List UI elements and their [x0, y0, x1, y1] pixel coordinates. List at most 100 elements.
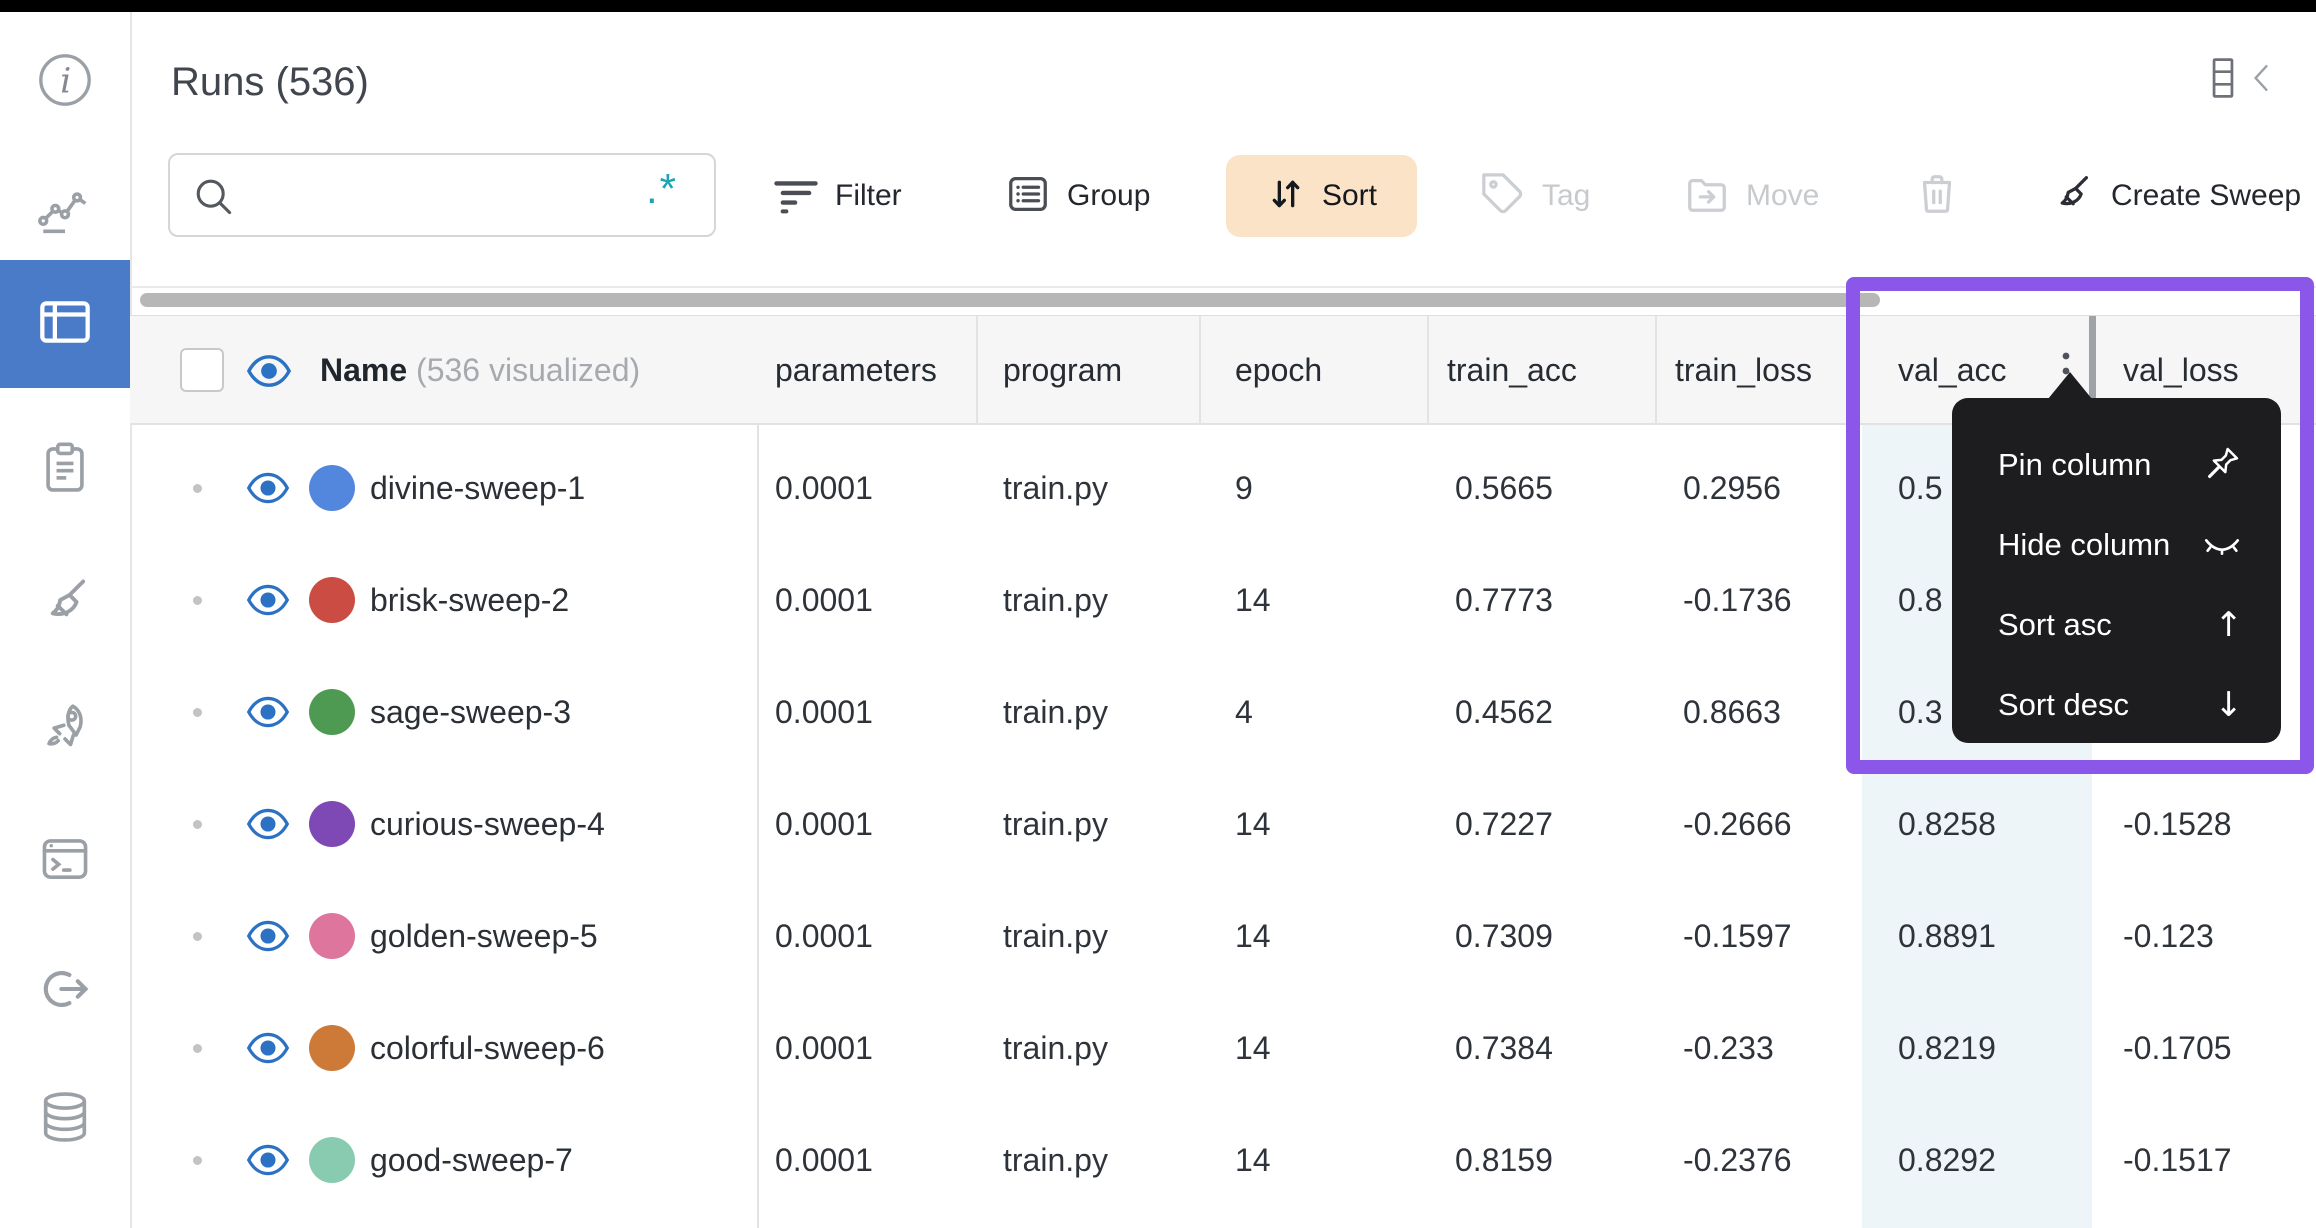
cell-train-loss: -0.2666: [1683, 806, 1792, 842]
cell-program: train.py: [1003, 470, 1108, 506]
cell-val-acc: 0.5: [1898, 470, 1943, 506]
column-header-train-loss[interactable]: train_loss: [1675, 352, 1812, 388]
column-settings-icon[interactable]: [2212, 58, 2234, 103]
table-header: Name (536 visualized) parameters program…: [130, 315, 2316, 425]
menu-item-pin-column[interactable]: Pin column: [1952, 425, 2281, 505]
menu-item-sort-desc[interactable]: Sort desc ↓: [1998, 685, 2243, 725]
regex-toggle-icon[interactable]: .*: [645, 165, 678, 212]
sidebar-item-sweeps[interactable]: [0, 546, 130, 658]
run-name[interactable]: brisk-sweep-2: [370, 582, 570, 618]
table-row[interactable]: good-sweep-7 0.0001 train.py 14 0.8159 -0.237…: [0, 1104, 2316, 1216]
column-header-name[interactable]: Name (536 visualized): [320, 352, 641, 388]
run-name[interactable]: good-sweep-7: [370, 1142, 573, 1178]
select-all-checkbox[interactable]: [180, 348, 224, 392]
eye-icon[interactable]: [246, 690, 290, 739]
filter-button[interactable]: Filter: [773, 154, 902, 238]
column-header-parameters[interactable]: parameters: [775, 352, 937, 388]
sidebar-item-artifacts[interactable]: [0, 1061, 130, 1173]
eye-icon[interactable]: [246, 1026, 290, 1075]
create-sweep-button[interactable]: Create Sweep: [2049, 154, 2301, 238]
column-header-program[interactable]: program: [1003, 352, 1123, 388]
row-drag-handle[interactable]: [193, 484, 202, 493]
sort-button[interactable]: Sort: [1226, 155, 1417, 237]
cell-program: train.py: [1003, 1030, 1108, 1066]
search-icon: [192, 175, 236, 224]
eye-icon[interactable]: [246, 348, 292, 399]
run-name[interactable]: sage-sweep-3: [370, 694, 571, 730]
table-row[interactable]: golden-sweep-5 0.0001 train.py 14 0.7309 -0.1…: [0, 880, 2316, 992]
eye-icon[interactable]: [246, 578, 290, 627]
column-resize-handle[interactable]: [2089, 316, 2096, 424]
cell-val-loss: -0.1517: [2123, 1142, 2232, 1178]
cell-val-acc: 0.3: [1898, 694, 1943, 730]
row-drag-handle[interactable]: [193, 708, 202, 717]
column-header-epoch[interactable]: epoch: [1235, 352, 1323, 388]
cell-epoch: 14: [1235, 806, 1271, 842]
search-input[interactable]: [240, 161, 634, 229]
run-color-dot: [309, 689, 355, 735]
sidebar-item-artifacts-lineage[interactable]: [0, 933, 130, 1045]
row-drag-handle[interactable]: [193, 932, 202, 941]
run-name[interactable]: divine-sweep-1: [370, 470, 586, 506]
rocket-icon: [36, 695, 94, 753]
cell-val-acc: 0.8292: [1898, 1142, 1996, 1178]
row-drag-handle[interactable]: [193, 1156, 202, 1165]
cell-epoch: 4: [1235, 694, 1253, 730]
cell-program: train.py: [1003, 582, 1108, 618]
run-color-dot: [309, 465, 355, 511]
collapse-panel-chevron-icon[interactable]: [2252, 64, 2270, 97]
run-color-dot: [309, 913, 355, 959]
eye-icon[interactable]: [246, 1138, 290, 1187]
horizontal-scrollbar[interactable]: [140, 293, 1880, 307]
column-header-train-acc[interactable]: train_acc: [1447, 352, 1577, 388]
annotation-highlight-box: [1846, 277, 2314, 774]
table-row[interactable]: curious-sweep-4 0.0001 train.py 14 0.7227 -0.…: [0, 768, 2316, 880]
table-row[interactable]: brisk-sweep-2 0.0001 train.py 14 0.7773 -0.17…: [0, 544, 2316, 656]
column-header-val-acc[interactable]: val_acc: [1898, 352, 2007, 388]
cell-val-acc: 0.8219: [1898, 1030, 1996, 1066]
sidebar-item-runs-table[interactable]: [0, 260, 130, 388]
cell-program: train.py: [1003, 1142, 1108, 1178]
group-icon: [1005, 171, 1051, 222]
terminal-icon: [36, 830, 94, 888]
sidebar-item-jobs[interactable]: [0, 411, 130, 523]
run-name[interactable]: golden-sweep-5: [370, 918, 598, 954]
trash-icon: [1914, 171, 1960, 222]
menu-item-hide-column[interactable]: Hide column: [1952, 505, 2281, 585]
cell-parameters: 0.0001: [775, 1142, 873, 1178]
cell-train-loss: -0.1736: [1683, 582, 1792, 618]
cell-program: train.py: [1003, 806, 1108, 842]
cell-epoch: 14: [1235, 918, 1271, 954]
eye-icon[interactable]: [246, 466, 290, 515]
cell-train-loss: -0.1597: [1683, 918, 1792, 954]
sidebar-item-logs[interactable]: [0, 803, 130, 915]
cell-train-acc: 0.8159: [1455, 1142, 1553, 1178]
cell-val-loss: -0.1705: [2123, 1030, 2232, 1066]
sidebar-item-launch[interactable]: [0, 668, 130, 780]
row-drag-handle[interactable]: [193, 1044, 202, 1053]
group-button[interactable]: Group: [1005, 154, 1150, 238]
row-drag-handle[interactable]: [193, 820, 202, 829]
cell-train-loss: 0.8663: [1683, 694, 1781, 730]
delete-button[interactable]: [1914, 154, 1960, 238]
sidebar-item-overview[interactable]: i: [0, 24, 130, 136]
menu-item-sort-asc[interactable]: Sort asc ↑: [1998, 605, 2243, 645]
sort-arrows-icon: [1266, 174, 1306, 219]
page-title: Runs (536): [171, 60, 369, 104]
column-header-val-loss[interactable]: val_loss: [2123, 352, 2239, 388]
row-drag-handle[interactable]: [193, 596, 202, 605]
run-name[interactable]: colorful-sweep-6: [370, 1030, 605, 1066]
tag-button[interactable]: Tag: [1480, 154, 1590, 238]
table-row[interactable]: divine-sweep-1 0.0001 train.py 9 0.5665 0.295…: [0, 432, 2316, 544]
move-button[interactable]: Move: [1684, 154, 1819, 238]
table-row[interactable]: colorful-sweep-6 0.0001 train.py 14 0.7384 -0…: [0, 992, 2316, 1104]
search-box: .*: [168, 153, 716, 237]
run-name[interactable]: curious-sweep-4: [370, 806, 605, 842]
eye-icon[interactable]: [246, 914, 290, 963]
eye-icon[interactable]: [246, 802, 290, 851]
filter-icon: [773, 171, 819, 222]
divider: [130, 286, 2316, 288]
sidebar-item-charts[interactable]: [0, 154, 130, 266]
table-row[interactable]: sage-sweep-3 0.0001 train.py 4 0.4562 0.8663 0…: [0, 656, 2316, 768]
